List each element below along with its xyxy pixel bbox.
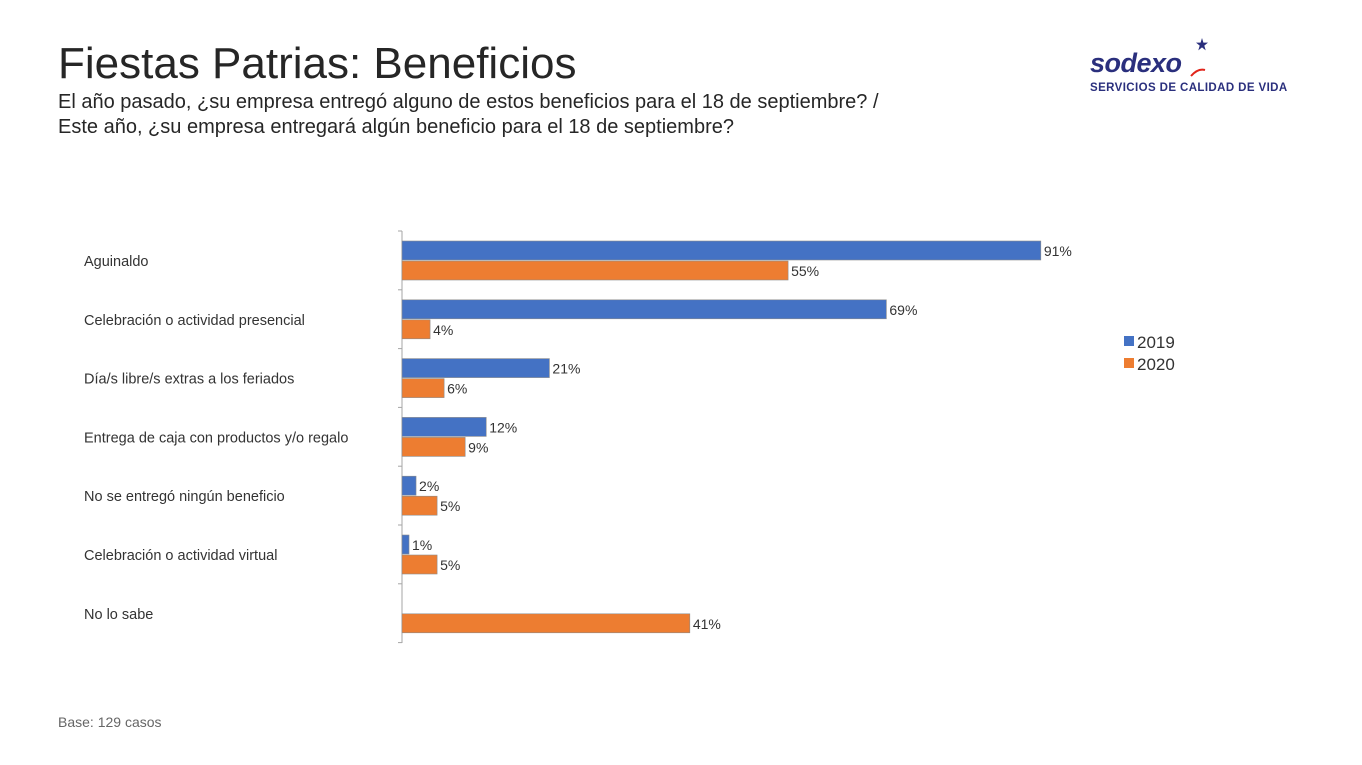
data-label-2019: 2%	[419, 478, 439, 494]
data-label-2020: 9%	[468, 439, 488, 455]
bar-2019	[401, 299, 887, 320]
bar-2020	[401, 378, 445, 398]
category-label: Aguinaldo	[84, 254, 149, 270]
category-label: No se entregó ningún beneficio	[84, 489, 285, 505]
legend-swatch-2019	[1124, 336, 1134, 346]
swoosh-icon	[1190, 68, 1206, 77]
data-label-2019: 1%	[412, 537, 432, 553]
bar-2019	[401, 475, 417, 496]
category-label: Celebración o actividad virtual	[84, 548, 277, 564]
star-icon	[1196, 38, 1208, 51]
category-label: Día/s libre/s extras a los feriados	[84, 372, 294, 388]
legend-label-2019: 2019	[1137, 333, 1175, 352]
data-label-2020: 6%	[447, 381, 467, 397]
data-label-2020: 4%	[433, 322, 453, 338]
bar-2019	[401, 534, 410, 555]
bar-2020	[401, 260, 789, 281]
data-label-2019: 69%	[889, 302, 917, 318]
bar-2019	[401, 240, 1042, 261]
data-label-2020: 5%	[440, 557, 460, 573]
data-label-2019: 21%	[552, 361, 580, 377]
bar-2019	[401, 417, 487, 437]
page-title: Fiestas Patrias: Beneficios	[58, 39, 577, 88]
legend-label-2020: 2020	[1137, 355, 1175, 374]
category-label: Celebración o actividad presencial	[84, 313, 305, 329]
bar-2020	[401, 319, 431, 340]
logo-wordmark: sodexo	[1090, 48, 1182, 78]
bar-2020	[401, 437, 466, 457]
bar-2020	[401, 495, 438, 516]
bar-2019	[401, 358, 550, 378]
bar-2020	[401, 613, 691, 634]
data-label-2020: 55%	[791, 263, 819, 279]
sodexo-logo: sodexo SERVICIOS DE CALIDAD DE VIDA	[1088, 38, 1298, 100]
logo-tagline: SERVICIOS DE CALIDAD DE VIDA	[1090, 82, 1288, 94]
category-label: No lo sabe	[84, 607, 153, 623]
base-footnote: Base: 129 casos	[58, 714, 162, 730]
legend-swatch-2020	[1124, 358, 1134, 368]
question-line-2: Este año, ¿su empresa entregará algún be…	[58, 116, 734, 138]
data-label-2019: 91%	[1044, 243, 1072, 259]
data-label-2020: 5%	[440, 498, 460, 514]
question-text: El año pasado, ¿su empresa entregó algun…	[58, 90, 879, 140]
data-label-2019: 12%	[489, 419, 517, 435]
question-line-1: El año pasado, ¿su empresa entregó algun…	[58, 91, 879, 113]
bar-2020	[401, 554, 438, 575]
data-label-2020: 41%	[693, 616, 721, 632]
category-label: Entrega de caja con productos y/o regalo	[84, 430, 348, 446]
